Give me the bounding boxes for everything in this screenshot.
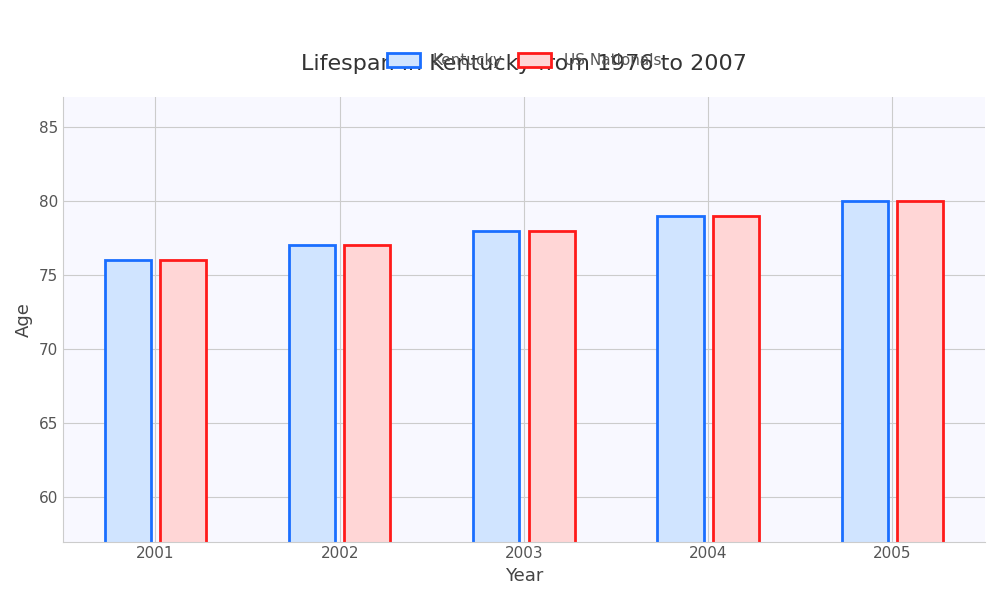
Title: Lifespan in Kentucky from 1976 to 2007: Lifespan in Kentucky from 1976 to 2007 (301, 53, 747, 74)
Y-axis label: Age: Age (15, 302, 33, 337)
Bar (289, 245, 335, 600)
Bar (657, 216, 704, 600)
Bar (473, 230, 519, 600)
Legend: Kentucky, US Nationals: Kentucky, US Nationals (381, 47, 667, 74)
X-axis label: Year: Year (505, 567, 543, 585)
Bar (897, 201, 943, 600)
Bar (713, 216, 759, 600)
Bar (160, 260, 206, 600)
Bar (105, 260, 151, 600)
Bar (344, 245, 390, 600)
Bar (842, 201, 888, 600)
Bar (529, 230, 575, 600)
